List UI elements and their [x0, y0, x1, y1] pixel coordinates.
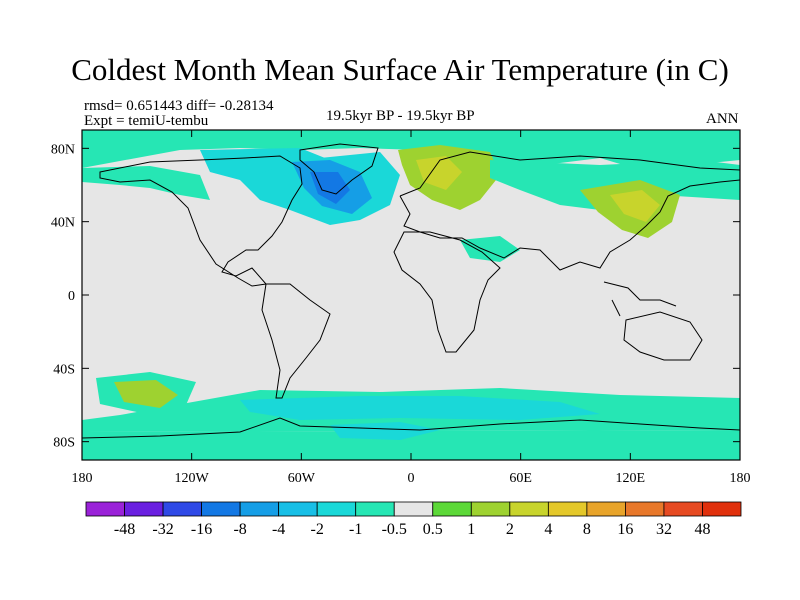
- colorbar-swatch: [124, 501, 164, 517]
- experiment-label: Expt = temiU-tembu: [84, 113, 209, 129]
- colorbar-label: -8: [233, 521, 246, 538]
- region-weddell: [330, 422, 440, 440]
- colorbar-swatch: [162, 501, 202, 517]
- colorbar-swatch: [432, 501, 472, 517]
- region-labrador-core: [310, 172, 350, 204]
- colorbar-label: -32: [152, 521, 173, 538]
- colorbar-swatch: [393, 501, 434, 517]
- colorbar-label: -1: [349, 521, 362, 538]
- region-arctic: [82, 130, 740, 170]
- x-tick-label: 180: [72, 471, 93, 486]
- coast-south-america: [261, 283, 331, 399]
- coast-eurasia: [399, 151, 740, 271]
- colorbar-swatch: [663, 501, 703, 517]
- colorbar-swatch: [509, 501, 549, 517]
- region-south-pacific-core: [114, 380, 178, 408]
- coast-greenland: [299, 143, 379, 195]
- field-layer: [82, 130, 740, 460]
- colorbar-label: 8: [583, 521, 591, 538]
- colorbar-label: -48: [114, 521, 135, 538]
- stats-label: rmsd= 0.651443 diff= -0.28134: [84, 98, 274, 114]
- x-tick-label: 0: [408, 471, 415, 486]
- y-tick-label: 80N: [51, 142, 75, 157]
- region-antarctic-margin: [82, 430, 740, 460]
- x-tick-label: 60W: [288, 471, 316, 486]
- colorbar-swatch: [201, 501, 241, 517]
- colorbar-swatch: [85, 501, 125, 517]
- x-tick-label: 120W: [175, 471, 210, 486]
- y-tick-label: 80S: [53, 436, 75, 451]
- colorbar-label: -2: [311, 521, 324, 538]
- coastlines: [82, 143, 740, 439]
- colorbar-label: -4: [272, 521, 285, 538]
- colorbar-swatch: [586, 501, 626, 517]
- y-axis: 80N 40N 0 40S 80S: [51, 142, 740, 451]
- season-label: ANN: [706, 111, 739, 127]
- region-north-pacific: [82, 166, 210, 200]
- region-east-asia-core: [610, 190, 660, 222]
- region-scandinavia-core: [416, 156, 462, 190]
- colorbar-label: 4: [544, 521, 552, 538]
- colorbar-label: 0.5: [423, 521, 443, 538]
- colorbar-label: 16: [617, 521, 633, 538]
- coast-antarctica: [82, 417, 740, 439]
- colorbar-label: -0.5: [382, 521, 407, 538]
- x-axis: 180 120W 60W 0 60E 120E 180: [72, 130, 751, 486]
- coast-africa: [393, 231, 501, 353]
- period-label: 19.5kyr BP - 19.5kyr BP: [326, 108, 475, 124]
- colorbar-label: 48: [694, 521, 710, 538]
- colorbar-label: -16: [191, 521, 212, 538]
- coast-maritime-asia: [603, 281, 677, 317]
- x-tick-label: 60E: [509, 471, 532, 486]
- colorbar-swatch: [625, 501, 665, 517]
- colorbar-swatch: [316, 501, 357, 517]
- region-mideast: [460, 236, 520, 262]
- colorbar-swatch: [355, 501, 395, 517]
- colorbar-label: 1: [467, 521, 475, 538]
- colorbar-swatch: [278, 501, 318, 517]
- y-tick-label: 40S: [53, 362, 75, 377]
- colorbar-label: 32: [656, 521, 672, 538]
- colorbar-swatch: [702, 501, 742, 517]
- map-title: Coldest Month Mean Surface Air Temperatu…: [71, 52, 729, 87]
- colorbar-swatch: [470, 501, 511, 517]
- x-tick-label: 120E: [616, 471, 646, 486]
- colorbar-label: 2: [506, 521, 514, 538]
- y-tick-label: 0: [68, 289, 75, 304]
- colorbar: -48 -32 -16 -8 -4 -2 -1 -0.5 0.5 1 2 4 8 16 32 48: [85, 501, 742, 538]
- colorbar-swatch: [547, 501, 588, 517]
- y-tick-label: 40N: [51, 216, 75, 231]
- colorbar-swatch: [239, 501, 280, 517]
- x-tick-label: 180: [730, 471, 751, 486]
- coast-north-america: [99, 155, 303, 287]
- region-southern-ocean-cold: [240, 396, 600, 420]
- coast-australia: [623, 311, 703, 361]
